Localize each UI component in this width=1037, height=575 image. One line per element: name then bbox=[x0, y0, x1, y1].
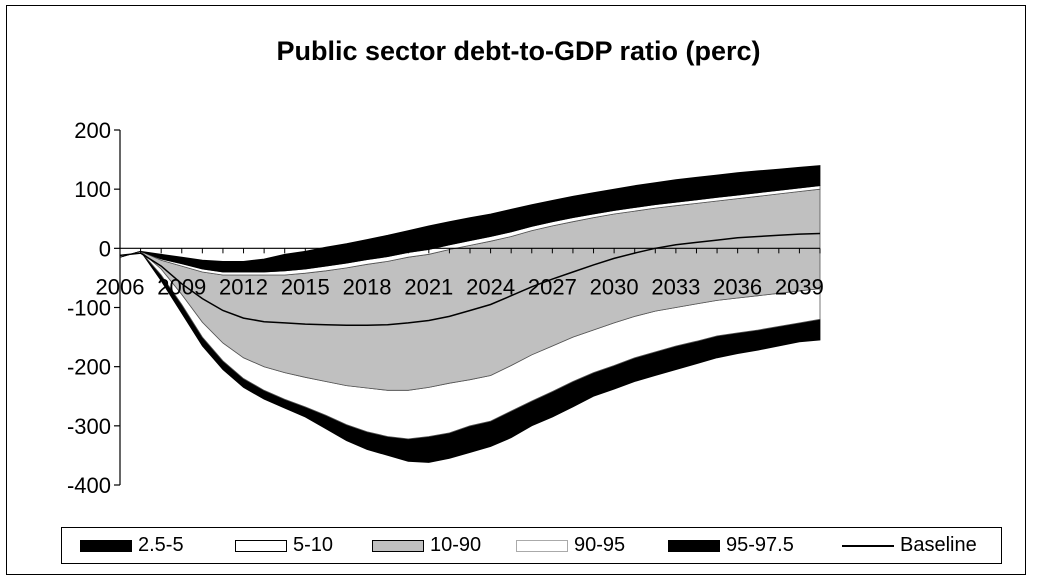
y-tick-label: -200 bbox=[67, 355, 111, 380]
legend-item-2-5-5: 2.5-5 bbox=[80, 528, 184, 563]
legend-label: Baseline bbox=[900, 534, 977, 556]
legend-swatch bbox=[235, 539, 287, 552]
x-tick-label: 2015 bbox=[281, 274, 330, 299]
legend-item-baseline: Baseline bbox=[842, 528, 977, 563]
y-tick-label: -300 bbox=[67, 414, 111, 439]
legend: 2.5-5 5-10 10-90 90-95 95-97.5 Baseline bbox=[61, 527, 1002, 564]
x-tick-label: 2018 bbox=[343, 274, 392, 299]
chart-title: Public sector debt-to-GDP ratio (perc) bbox=[276, 36, 761, 66]
legend-swatch bbox=[516, 539, 568, 552]
y-tick-label: 200 bbox=[74, 118, 111, 143]
x-tick-label: 2036 bbox=[713, 274, 762, 299]
legend-label: 90-95 bbox=[574, 534, 626, 556]
y-tick-label: -400 bbox=[67, 473, 111, 498]
y-tick-label: 0 bbox=[99, 236, 111, 261]
legend-item-5-10: 5-10 bbox=[235, 528, 333, 563]
band-95-97-5 bbox=[119, 165, 821, 273]
x-tick-label: 2009 bbox=[157, 274, 206, 299]
x-tick-label: 2024 bbox=[466, 274, 515, 299]
x-tick-label: 2030 bbox=[590, 274, 639, 299]
baseline-line bbox=[119, 232, 821, 327]
legend-label: 10-90 bbox=[430, 534, 482, 556]
y-tick-label: 100 bbox=[74, 177, 111, 202]
x-tick-label: 2039 bbox=[775, 274, 824, 299]
legend-swatch bbox=[80, 539, 132, 552]
y-tick-label: -100 bbox=[67, 296, 111, 321]
legend-swatch bbox=[842, 544, 894, 547]
legend-item-90-95: 90-95 bbox=[516, 528, 625, 563]
x-tick-label: 2021 bbox=[404, 274, 453, 299]
legend-item-95-97-5: 95-97.5 bbox=[668, 528, 794, 563]
legend-swatch bbox=[668, 539, 720, 552]
x-tick-label: 2033 bbox=[651, 274, 700, 299]
legend-label: 2.5-5 bbox=[138, 534, 184, 556]
legend-swatch bbox=[372, 539, 424, 552]
legend-item-10-90: 10-90 bbox=[372, 528, 481, 563]
x-tick-label: 2012 bbox=[219, 274, 268, 299]
legend-label: 5-10 bbox=[293, 534, 334, 556]
x-tick-label: 2027 bbox=[528, 274, 577, 299]
x-tick-label: 2006 bbox=[96, 274, 145, 299]
legend-label: 95-97.5 bbox=[726, 534, 794, 556]
